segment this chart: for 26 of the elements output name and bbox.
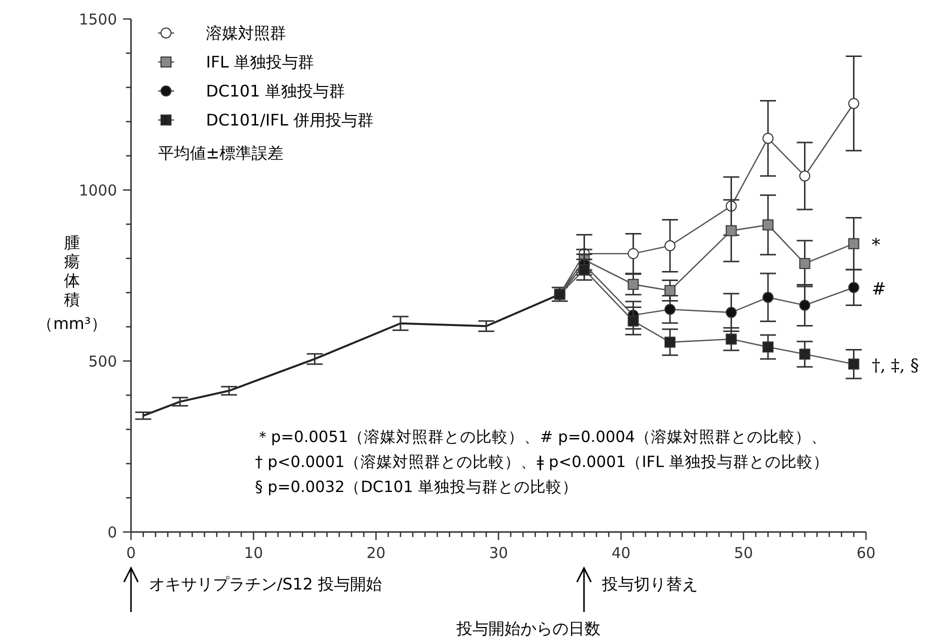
text: 投与切り替え — [601, 574, 698, 594]
text: オキサリプラチン/S12 投与開始 — [149, 574, 382, 594]
y-tick-label: 0 — [107, 523, 117, 542]
text: * — [872, 235, 881, 256]
legend-label: IFL 単独投与群 — [206, 52, 314, 72]
x-tick-label: 40 — [611, 544, 631, 562]
y-axis-title: 腫瘍体積（mm³） — [37, 233, 107, 333]
x-tick-label: 10 — [244, 544, 264, 562]
legend-label: DC101/IFL 併用投与群 — [206, 110, 374, 130]
x-axis-title: 投与開始からの日数 — [456, 619, 600, 638]
y-tick-label: 1500 — [78, 10, 117, 28]
x-tick-label: 0 — [126, 544, 136, 562]
text: †, ‡, § — [872, 356, 919, 376]
x-tick-label: 50 — [734, 544, 754, 562]
annotation: § p=0.0032（DC101 単独投与群との比較） — [255, 478, 578, 496]
annotation: ＊p=0.0051（溶媒対照群との比較）、# p=0.0004（溶媒対照群との比較）、 — [255, 428, 828, 446]
x-tick-label: 60 — [856, 544, 876, 562]
y-tick-label: 500 — [88, 352, 117, 370]
annotation: 平均値±標準誤差 — [158, 144, 284, 163]
x-tick-label: 20 — [366, 544, 386, 562]
legend-label: 溶媒対照群 — [206, 24, 286, 43]
y-tick-label: 1000 — [78, 181, 117, 200]
text: # — [872, 279, 886, 300]
x-tick-label: 30 — [488, 544, 508, 562]
legend-label: DC101 単独投与群 — [206, 82, 346, 101]
annotation: † p<0.0001（溶媒対照群との比較）、ǂ p<0.0001（IFL 単独投与群との比較） — [255, 453, 829, 471]
